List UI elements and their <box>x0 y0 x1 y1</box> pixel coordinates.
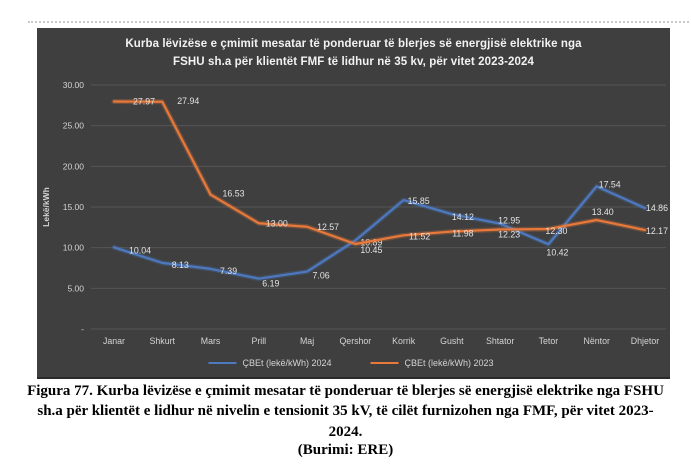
legend-label: ÇBEt (lekë/kWh) 2023 <box>405 358 494 368</box>
data-label: 12.30 <box>545 226 567 236</box>
data-label: 27.94 <box>177 96 199 106</box>
x-tick-label: Gusht <box>440 336 464 346</box>
x-tick-label: Prill <box>251 336 266 346</box>
x-tick-label: Nëntor <box>583 336 609 346</box>
y-tick-label: - <box>81 324 84 334</box>
dotted-border <box>28 21 689 23</box>
figure-source: (Burimi: ERE) <box>297 442 394 458</box>
x-tick-label: Dhjetor <box>631 336 659 346</box>
figure-caption: Figura 77. Kurba lëvizëse e çmimit mesat… <box>27 383 664 440</box>
x-tick-label: Mars <box>201 336 221 346</box>
x-tick-label: Shtator <box>486 336 514 346</box>
data-label: 12.17 <box>646 226 668 236</box>
data-label: 10.42 <box>546 247 568 257</box>
data-label: 8.13 <box>172 260 189 270</box>
data-label: 11.98 <box>452 229 473 239</box>
y-tick-label: 5.00 <box>67 283 84 293</box>
data-label: 12.23 <box>498 230 520 240</box>
y-tick-label: 30.00 <box>63 80 85 90</box>
x-tick-label: Maj <box>300 336 314 346</box>
x-tick-label: Shkurt <box>150 336 176 346</box>
y-tick-label: 20.00 <box>63 161 85 171</box>
data-label: 6.19 <box>262 279 279 289</box>
data-label: 15.85 <box>408 196 430 206</box>
data-label: 7.06 <box>313 271 330 281</box>
data-label: 12.95 <box>498 216 520 226</box>
data-label: 11.52 <box>409 231 430 241</box>
data-label: 16.53 <box>223 189 245 199</box>
legend-label: ÇBEt (lekë/kWh) 2024 <box>243 358 332 368</box>
y-tick-label: 10.00 <box>63 243 85 253</box>
chart-title-line-2: FSHU sh.a për klientët FMF të lidhur në … <box>172 56 535 69</box>
x-tick-label: Tetor <box>539 336 559 346</box>
chart-panel: Kurba lëvizëse e çmimit mesatar të ponde… <box>37 28 670 379</box>
y-tick-label: 25.00 <box>63 121 85 131</box>
data-label: 14.86 <box>646 203 668 213</box>
data-label: 14.12 <box>452 212 474 222</box>
data-label: 27.97 <box>133 97 155 107</box>
chart-title-line-1: Kurba lëvizëse e çmimit mesatar të ponde… <box>125 38 582 50</box>
data-label: 10.89 <box>360 237 382 247</box>
y-tick-label: 15.00 <box>63 202 85 212</box>
data-label: 10.45 <box>360 245 382 255</box>
data-label: 13.40 <box>592 207 614 217</box>
y-axis-title: Lekë/kWh <box>41 187 51 227</box>
x-tick-label: Janar <box>103 336 125 346</box>
chart-title: Kurba lëvizëse e çmimit mesatar të ponde… <box>37 35 670 72</box>
data-label: 12.57 <box>317 222 339 232</box>
data-label: 7.39 <box>220 266 237 276</box>
series-line <box>112 185 647 280</box>
chart-svg: - 5.00 10.00 15.00 20.00 25.00 30.00 Lekë/kWh Ja… <box>41 80 668 368</box>
x-tick-label: Qershor <box>339 336 371 346</box>
data-label: 10.04 <box>129 245 151 255</box>
data-label: 17.54 <box>599 179 621 189</box>
x-tick-label: Korrik <box>392 336 416 346</box>
series-line <box>112 100 647 246</box>
data-label: 13.00 <box>266 218 288 228</box>
